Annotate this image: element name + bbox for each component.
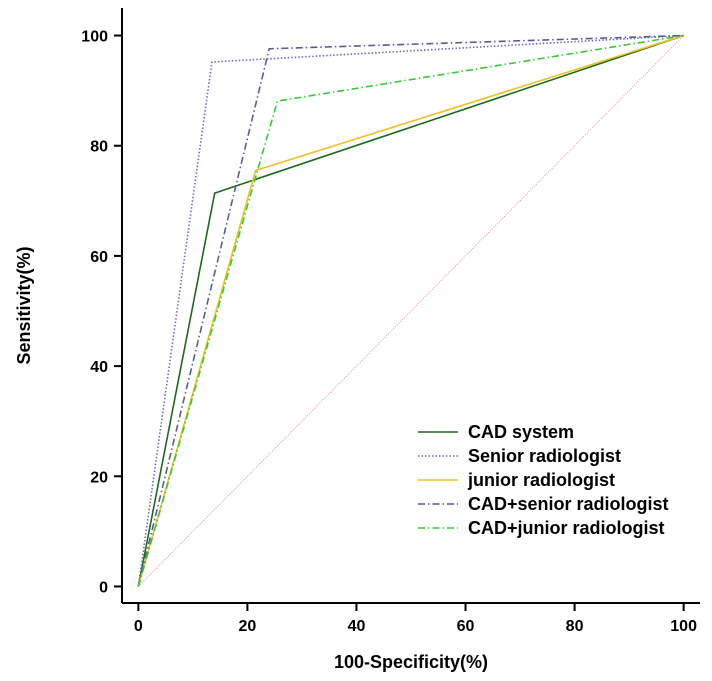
y-tick-label: 100: [81, 29, 108, 46]
series-line-1: [137, 34, 684, 587]
legend-label-1: Senior radiologist: [468, 446, 621, 466]
legend-label-2: junior radiologist: [467, 470, 615, 490]
y-tick-label: 40: [90, 359, 108, 376]
x-axis-title: 100-Specificity(%): [334, 652, 488, 672]
x-tick-label: 60: [457, 618, 475, 635]
y-tick-label: 60: [90, 249, 108, 266]
axes: 0 20 40 60 80 100 0 20 40 60 80 100: [81, 8, 700, 635]
x-tick-label: 40: [348, 618, 366, 635]
x-tick-label: 20: [239, 618, 257, 635]
legend-label-0: CAD system: [468, 422, 574, 442]
legend-label-3: CAD+senior radiologist: [468, 494, 669, 514]
x-tick-label: 80: [566, 618, 584, 635]
y-tick-label: 80: [90, 139, 108, 156]
reference-line: [137, 35, 685, 587]
y-tick-label: 0: [99, 579, 108, 596]
y-axis-title: Sensitivity(%): [14, 246, 34, 364]
series-line-3: [137, 34, 684, 587]
x-tick-label: 0: [134, 618, 143, 635]
legend: CAD system Senior radiologist junior radio…: [418, 422, 669, 538]
series-line-4: [137, 34, 684, 587]
x-tick-label: 100: [670, 618, 697, 635]
series-line-2: [137, 34, 684, 587]
y-tick-label: 20: [90, 469, 108, 486]
series-line-0: [137, 34, 684, 587]
legend-label-4: CAD+junior radiologist: [468, 518, 665, 538]
plot-area: [137, 34, 685, 587]
